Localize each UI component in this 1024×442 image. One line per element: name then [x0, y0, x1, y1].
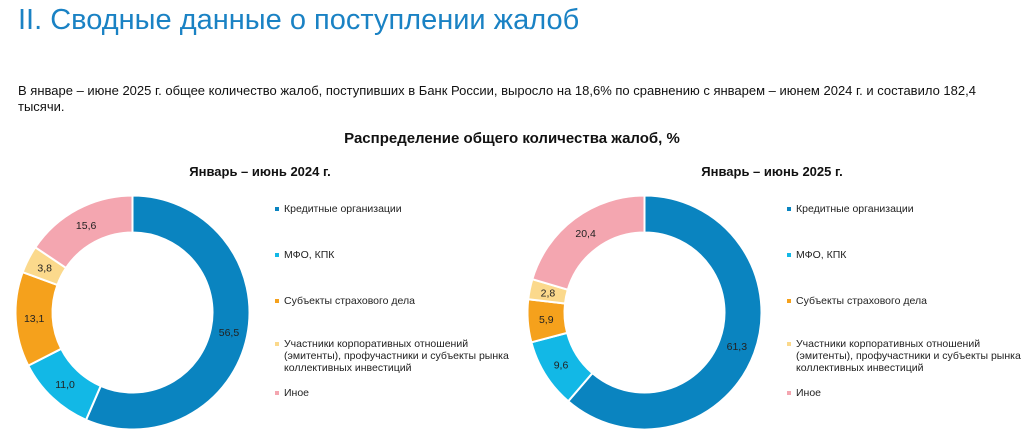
- panel-title-2024: Январь – июнь 2024 г.: [189, 164, 331, 179]
- data-label-other: 20,4: [575, 228, 596, 240]
- legend-item-credit: Кредитные организации: [787, 203, 914, 215]
- panel-title-2025: Январь – июнь 2025 г.: [701, 164, 843, 179]
- data-label-participants: 3,8: [37, 262, 52, 274]
- data-label-insurance: 13,1: [24, 313, 45, 325]
- legend-label-mfo: МФО, КПК: [284, 249, 335, 261]
- legend-marker-participants: [275, 342, 279, 346]
- chart-title: Распределение общего количества жалоб, %: [344, 130, 680, 147]
- data-label-mfo: 9,6: [554, 359, 569, 371]
- legend-label-insurance: Субъекты страхового дела: [284, 295, 415, 307]
- legend-label-participants: Участники корпоративных отношений (эмите…: [796, 338, 1021, 374]
- data-label-other: 15,6: [76, 220, 97, 232]
- donut-chart-2024: 56,5 11,0 13,1 3,8 15,6: [14, 194, 251, 431]
- legend-item-participants: Участники корпоративных отношений (эмите…: [275, 338, 509, 374]
- legend-marker-insurance: [275, 299, 279, 303]
- legend-item-mfo: МФО, КПК: [787, 249, 846, 261]
- data-label-credit: 56,5: [219, 327, 240, 339]
- legend-label-credit: Кредитные организации: [796, 203, 914, 215]
- legend-item-mfo: МФО, КПК: [275, 249, 334, 261]
- page-title: II. Сводные данные о поступлении жалоб: [18, 4, 580, 36]
- donut-segment-credit: [566, 194, 763, 431]
- legend-item-other: Иное: [787, 387, 821, 399]
- legend-item-insurance: Субъекты страхового дела: [787, 295, 927, 307]
- data-label-insurance: 5,9: [539, 314, 554, 326]
- donut-segment-credit: [84, 194, 251, 431]
- donut-segment-other: [531, 194, 646, 291]
- legend-label-mfo: МФО, КПК: [796, 249, 847, 261]
- legend-label-other: Иное: [284, 387, 310, 399]
- legend-item-participants: Участники корпоративных отношений (эмите…: [787, 338, 1021, 374]
- legend-marker-credit: [787, 207, 791, 211]
- data-label-participants: 2,8: [541, 287, 556, 299]
- donut-segment-other: [33, 194, 134, 270]
- legend-label-credit: Кредитные организации: [284, 203, 402, 215]
- legend-marker-mfo: [787, 253, 791, 257]
- legend-item-insurance: Субъекты страхового дела: [275, 295, 415, 307]
- legend-item-other: Иное: [275, 387, 309, 399]
- legend-marker-participants: [787, 342, 791, 346]
- legend-label-other: Иное: [796, 387, 822, 399]
- donut-chart-2025: 61,3 9,6 5,9 2,8 20,4: [526, 194, 763, 431]
- legend-item-credit: Кредитные организации: [275, 203, 402, 215]
- legend-label-insurance: Субъекты страхового дела: [796, 295, 927, 307]
- legend-marker-credit: [275, 207, 279, 211]
- legend-marker-other: [275, 391, 279, 395]
- legend-marker-insurance: [787, 299, 791, 303]
- legend-marker-mfo: [275, 253, 279, 257]
- legend-marker-other: [787, 391, 791, 395]
- data-label-mfo: 11,0: [55, 379, 75, 391]
- data-label-credit: 61,3: [727, 341, 748, 353]
- intro-paragraph: В январе – июне 2025 г. общее количество…: [18, 83, 976, 114]
- legend-label-participants: Участники корпоративных отношений (эмите…: [284, 338, 509, 374]
